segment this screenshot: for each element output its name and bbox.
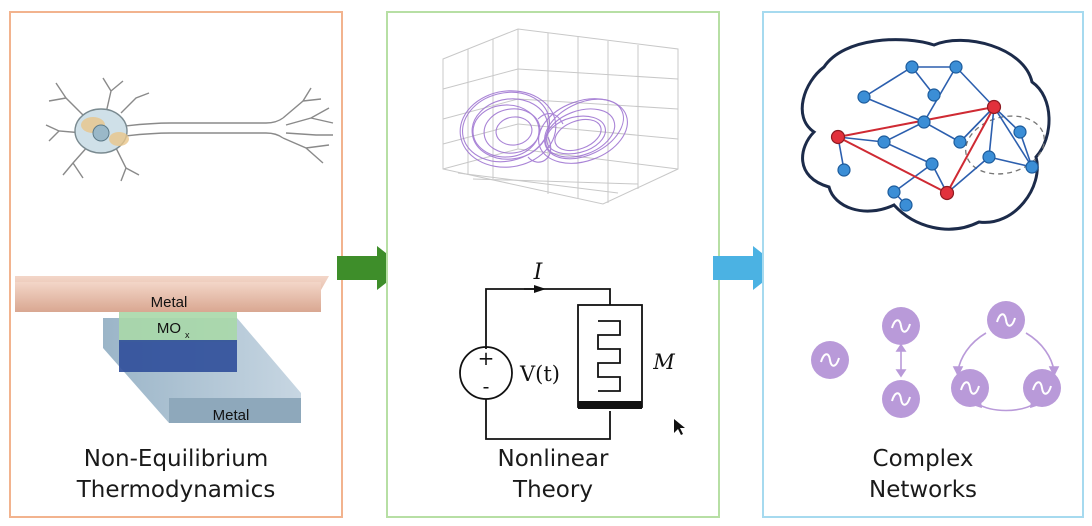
current-label: I: [533, 260, 544, 285]
lorenz-attractor-icon: [442, 28, 679, 205]
oxide-subscript: x: [185, 330, 190, 340]
memristor-device-icon: Metal MO x Metal: [15, 276, 329, 424]
oscillator-icon: [881, 379, 921, 419]
oscillator-icon: [810, 340, 850, 380]
caption-nonlinear: Nonlinear Theory: [497, 446, 609, 503]
plus-sign: +: [478, 346, 495, 370]
memristor-label: M: [652, 350, 675, 374]
cursor-icon: [674, 419, 685, 435]
top-metal-label: Metal: [151, 294, 188, 311]
neuron-icon: [45, 77, 334, 182]
oscillator-network-icon: [810, 300, 1062, 419]
panel-nonlinear: I + - V(t) M Nonlinear Theory: [386, 11, 720, 518]
brain-network-icon: [800, 38, 1051, 231]
panel-networks: Complex Networks: [762, 11, 1084, 518]
oscillator-icon: [881, 306, 921, 346]
panel-thermodynamics: Metal MO x Metal Non-Equilibrium Thermod…: [9, 11, 343, 518]
caption-networks: Complex Networks: [868, 446, 977, 503]
caption-thermodynamics: Non-Equilibrium Thermodynamics: [76, 446, 276, 503]
memristor-circuit-icon: I + - V(t) M: [459, 260, 675, 440]
voltage-label: V(t): [519, 362, 560, 386]
oscillator-icon: [950, 368, 990, 408]
oscillator-icon: [1022, 368, 1062, 408]
minus-sign: -: [483, 374, 490, 398]
bottom-metal-label: Metal: [213, 407, 250, 424]
oscillator-icon: [986, 300, 1026, 340]
oxide-label: MO: [157, 320, 181, 337]
